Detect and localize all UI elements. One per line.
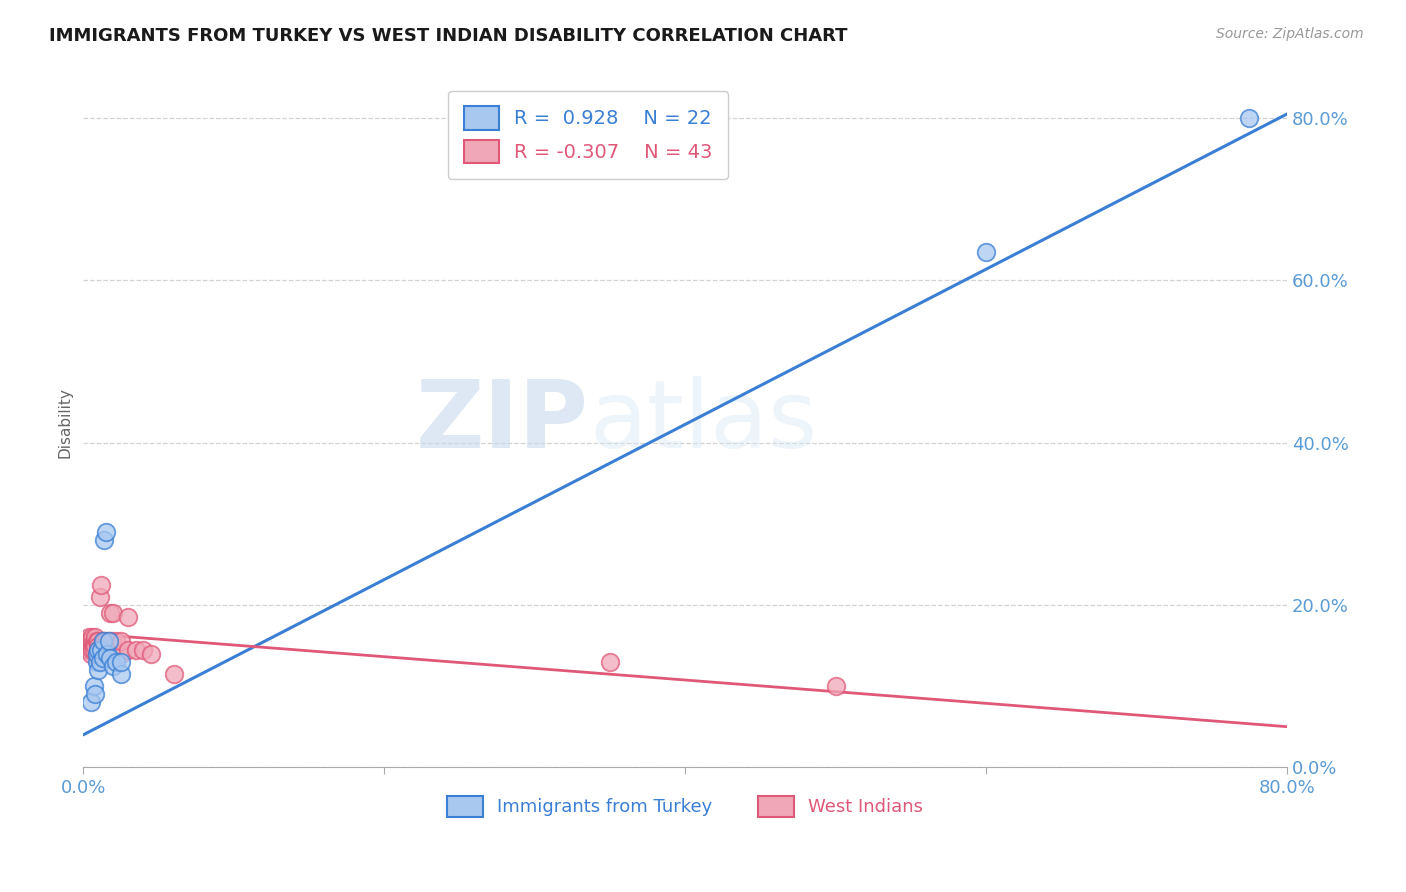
Point (94, 647, 117, 661)
Text: IMMIGRANTS FROM TURKEY VS WEST INDIAN DISABILITY CORRELATION CHART: IMMIGRANTS FROM TURKEY VS WEST INDIAN DI… (49, 27, 848, 45)
Point (94, 634, 117, 648)
Point (90, 577, 112, 591)
Point (162, 667, 184, 681)
Point (96, 647, 118, 661)
Point (100, 650, 122, 665)
Point (824, 679, 846, 693)
Point (86, 655, 108, 669)
Point (96, 639, 118, 653)
Point (83, 679, 105, 693)
Point (76, 642, 98, 657)
Point (599, 655, 621, 669)
Point (83, 634, 105, 648)
Point (80, 634, 103, 648)
Point (117, 642, 139, 657)
Legend: Immigrants from Turkey, West Indians: Immigrants from Turkey, West Indians (440, 789, 931, 824)
Point (82, 631, 104, 645)
Point (1239, 111, 1261, 125)
Point (84, 639, 107, 653)
Point (103, 658, 125, 673)
Point (86, 634, 108, 648)
Point (93, 639, 115, 653)
Point (93, 533, 115, 547)
Point (91, 650, 114, 665)
Point (139, 647, 162, 661)
Point (87, 642, 110, 657)
Point (82, 642, 104, 657)
Point (110, 647, 132, 661)
Point (86, 647, 108, 661)
Point (90, 642, 112, 657)
Point (79, 634, 101, 648)
Point (89, 655, 111, 669)
Point (974, 244, 997, 259)
Point (94, 524, 117, 539)
Point (100, 606, 122, 620)
Point (79, 631, 101, 645)
Point (97, 634, 120, 648)
Point (132, 642, 155, 657)
Point (80, 647, 103, 661)
Point (93, 634, 115, 648)
Point (86, 647, 108, 661)
Point (80, 642, 103, 657)
Point (83, 642, 105, 657)
Point (117, 610, 139, 624)
Point (97, 634, 120, 648)
Point (87, 642, 110, 657)
Point (101, 634, 124, 648)
Text: atlas: atlas (589, 376, 817, 468)
Point (103, 606, 125, 620)
Point (110, 667, 132, 681)
Point (105, 634, 128, 648)
Point (87, 639, 110, 653)
Text: ZIP: ZIP (416, 376, 589, 468)
Point (80, 695, 103, 709)
Point (83, 639, 105, 653)
Y-axis label: Disability: Disability (58, 387, 72, 458)
Point (91, 634, 114, 648)
Point (82, 634, 104, 648)
Point (110, 655, 132, 669)
Text: Source: ZipAtlas.com: Source: ZipAtlas.com (1216, 27, 1364, 41)
Point (89, 590, 111, 604)
Point (110, 634, 132, 648)
Point (105, 655, 128, 669)
Point (91, 634, 114, 648)
Point (84, 687, 107, 701)
Point (87, 663, 110, 677)
Point (84, 631, 107, 645)
Point (125, 642, 148, 657)
Point (87, 634, 110, 648)
Point (91, 642, 114, 657)
